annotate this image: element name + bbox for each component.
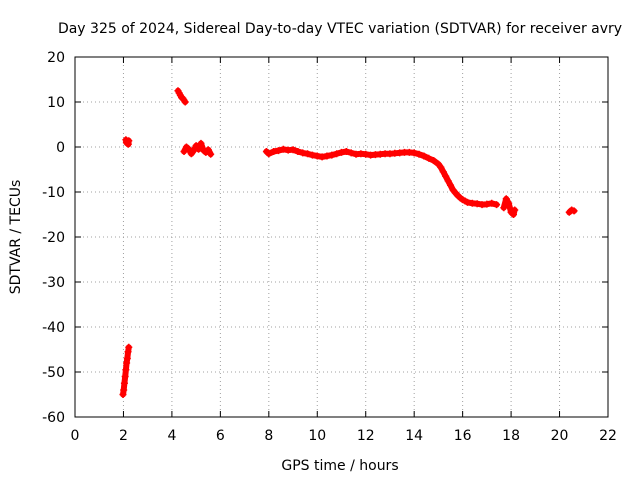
data-point — [197, 139, 205, 147]
data-point — [125, 343, 133, 351]
data-point — [502, 195, 510, 203]
data-point — [347, 149, 355, 157]
y-tick-label: -50 — [42, 365, 65, 381]
y-axis-label: SDTVAR / TECUs — [8, 180, 24, 295]
x-tick-label: 22 — [599, 428, 617, 444]
data-point — [342, 148, 350, 155]
y-tick-label: -10 — [42, 185, 65, 201]
data-point — [473, 200, 481, 208]
y-tick-label: -20 — [42, 230, 65, 246]
data-point — [362, 150, 370, 158]
x-tick-label: 2 — [119, 428, 128, 444]
data-point — [439, 168, 447, 176]
x-axis-label: GPS time / hours — [281, 458, 398, 474]
tick-layer: 0 2 4 6 8 10 12 14 16 18 20 22 -60 -50 -40 -30 -20 -10 0 10… — [42, 50, 617, 444]
data-point — [500, 204, 508, 212]
data-point — [204, 146, 212, 154]
data-point — [328, 151, 336, 159]
x-tick-label: 8 — [264, 428, 273, 444]
x-tick-label: 16 — [454, 428, 472, 444]
data-point — [511, 206, 519, 214]
data-point — [313, 152, 321, 160]
x-tick-label: 0 — [71, 428, 80, 444]
data-point — [304, 150, 312, 158]
y-tick-label: -40 — [42, 320, 65, 336]
data-point — [570, 207, 578, 215]
x-tick-label: 12 — [357, 428, 375, 444]
data-point — [333, 150, 341, 158]
data-point — [120, 386, 128, 394]
data-point — [444, 177, 452, 185]
x-tick-label: 4 — [167, 428, 176, 444]
x-tick-label: 10 — [308, 428, 326, 444]
y-tick-label: 10 — [47, 95, 65, 111]
data-point — [318, 153, 326, 161]
data-point — [483, 200, 491, 208]
data-point — [430, 157, 438, 164]
data-point — [294, 148, 302, 155]
y-tick-label: 20 — [47, 50, 65, 66]
chart-title: Day 325 of 2024, Sidereal Day-to-day VTE… — [58, 21, 622, 37]
data-point — [323, 152, 331, 160]
data-point — [437, 163, 445, 171]
x-tick-label: 6 — [216, 428, 225, 444]
x-tick-label: 20 — [551, 428, 569, 444]
data-point — [338, 148, 345, 156]
data-point — [308, 151, 316, 159]
data-point — [125, 137, 133, 145]
data-point — [493, 201, 501, 209]
data-point — [180, 148, 188, 155]
data-point — [415, 150, 423, 158]
data-point — [185, 145, 193, 153]
data-point — [463, 198, 471, 206]
data-point — [122, 366, 130, 374]
data-point — [265, 150, 273, 158]
data-point — [195, 145, 203, 153]
data-point — [181, 98, 189, 106]
data-point — [270, 148, 278, 155]
data-point — [442, 172, 450, 180]
y-tick-label: -60 — [42, 410, 65, 426]
data-point — [275, 147, 283, 155]
data-point — [410, 149, 418, 157]
x-tick-label: 18 — [502, 428, 520, 444]
y-tick-label: -30 — [42, 275, 65, 291]
data-point — [425, 154, 433, 162]
data-point — [505, 199, 513, 207]
data-point — [121, 373, 129, 380]
data-point — [190, 147, 198, 155]
data-point — [420, 152, 428, 160]
y-tick-label: 0 — [56, 140, 65, 156]
data-point — [120, 379, 128, 387]
data-point — [289, 146, 297, 154]
data-point — [299, 149, 307, 157]
data-point — [447, 181, 455, 189]
data-layer — [119, 87, 578, 398]
data-point — [192, 142, 200, 150]
data-point — [279, 145, 287, 153]
data-point — [123, 355, 131, 362]
data-point — [488, 199, 496, 207]
data-point — [510, 211, 518, 218]
grid-layer — [75, 57, 608, 417]
data-point — [207, 150, 215, 158]
x-tick-label: 14 — [405, 428, 423, 444]
